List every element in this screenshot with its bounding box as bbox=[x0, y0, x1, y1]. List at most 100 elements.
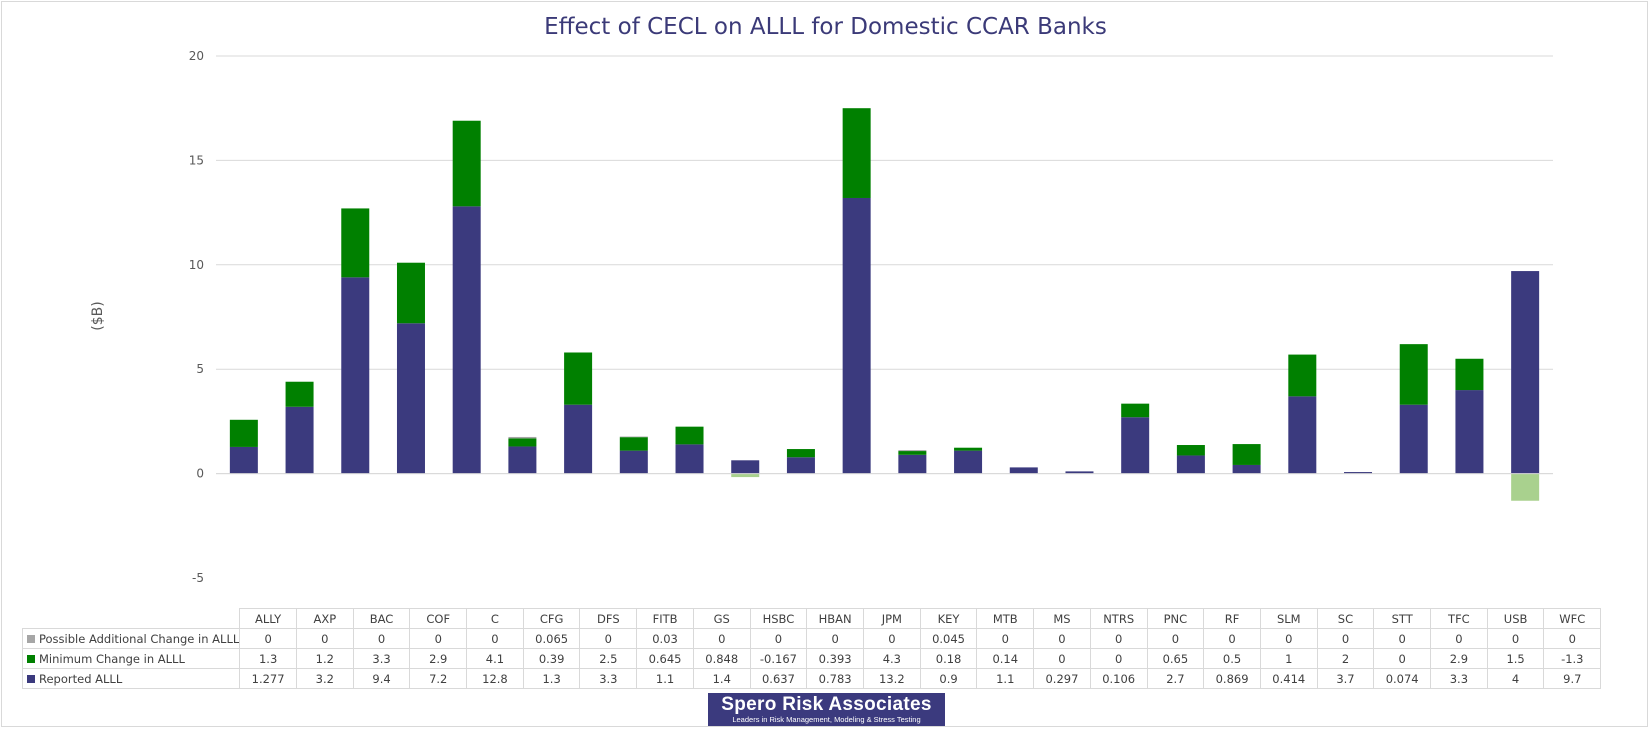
bar-reported-alll bbox=[898, 454, 927, 474]
category-label: HBAN bbox=[806, 608, 864, 629]
bar-possible-additional-change bbox=[898, 450, 927, 452]
table-cell: 2.9 bbox=[409, 648, 468, 669]
bars bbox=[216, 108, 1553, 501]
table-cell: 0.783 bbox=[806, 668, 864, 689]
bar-minimum-change bbox=[1288, 354, 1317, 397]
bar-reported-alll bbox=[1399, 404, 1428, 474]
table-cell: 0.39 bbox=[522, 648, 581, 669]
table-cell: 0 bbox=[1146, 628, 1205, 649]
bar-reported-alll bbox=[1232, 464, 1261, 474]
category-label: PNC bbox=[1146, 608, 1205, 629]
y-tick-label: 10 bbox=[189, 258, 204, 272]
bar-reported-alll bbox=[1121, 417, 1150, 474]
table-cell: 2.7 bbox=[1146, 668, 1205, 689]
table-cell: 7.2 bbox=[409, 668, 468, 689]
legend-entry: Reported ALLL bbox=[21, 668, 241, 689]
table-cell: 4.3 bbox=[863, 648, 921, 669]
table-cell: 0 bbox=[466, 628, 524, 649]
table-cell: 12.8 bbox=[466, 668, 524, 689]
table-cell: 13.2 bbox=[863, 668, 921, 689]
bar-minimum-change bbox=[285, 381, 314, 407]
table-cell: 0 bbox=[1033, 628, 1091, 649]
legend-swatch bbox=[27, 634, 35, 643]
table-cell: 0 bbox=[409, 628, 468, 649]
chart-title: Effect of CECL on ALLL for Domestic CCAR… bbox=[544, 14, 1107, 40]
y-tick-label: 15 bbox=[189, 153, 204, 167]
table-row: Possible Additional Change in ALLL 0 0 0 0 0 0… bbox=[21, 628, 1602, 649]
category-label: COF bbox=[409, 608, 468, 629]
table-cell: 0 bbox=[1373, 648, 1432, 669]
bar-reported-alll bbox=[396, 323, 425, 474]
bar-minimum-change bbox=[954, 447, 983, 451]
category-label: C bbox=[466, 608, 524, 629]
table-cell: 0 bbox=[352, 628, 411, 649]
bar-minimum-change bbox=[731, 473, 760, 478]
table-cell: 0 bbox=[692, 628, 751, 649]
category-label: GS bbox=[692, 608, 751, 629]
bar-minimum-change bbox=[619, 437, 648, 451]
table-cell: 0.065 bbox=[522, 628, 581, 649]
bar-minimum-change bbox=[1399, 344, 1428, 405]
table-cell: 0 bbox=[1089, 628, 1148, 649]
bar-reported-alll bbox=[1344, 472, 1373, 474]
legend-entry: Possible Additional Change in ALLL bbox=[21, 628, 241, 649]
table-cell: 4.1 bbox=[466, 648, 524, 669]
table-cell: 0.414 bbox=[1259, 668, 1318, 689]
table-cell: 0.074 bbox=[1373, 668, 1432, 689]
logo-tagline: Leaders in Risk Management, Modeling & S… bbox=[732, 715, 921, 724]
table-cell: 0 bbox=[1089, 648, 1148, 669]
category-label: NTRS bbox=[1089, 608, 1148, 629]
table-cell: 0.65 bbox=[1146, 648, 1205, 669]
bar-reported-alll bbox=[619, 450, 648, 474]
table-cell: 1.1 bbox=[976, 668, 1035, 689]
table-cell: 2.5 bbox=[579, 648, 638, 669]
bar-reported-alll bbox=[564, 404, 593, 474]
table-cell: 0.637 bbox=[749, 668, 808, 689]
bar-minimum-change bbox=[1121, 403, 1150, 418]
bar-minimum-change bbox=[898, 451, 927, 455]
bar-reported-alll bbox=[285, 406, 314, 474]
table-cell: 9.7 bbox=[1543, 668, 1602, 689]
table-cell: 0 bbox=[1259, 628, 1318, 649]
bar-minimum-change bbox=[1176, 445, 1205, 456]
bar-reported-alll bbox=[1511, 271, 1540, 474]
table-cell: 0 bbox=[749, 628, 808, 649]
category-label: DFS bbox=[579, 608, 638, 629]
table-cell: 0 bbox=[1316, 628, 1375, 649]
bar-reported-alll bbox=[1009, 467, 1038, 474]
bar-reported-alll bbox=[786, 457, 815, 474]
table-cell: 0.869 bbox=[1203, 668, 1261, 689]
table-cell: 0.297 bbox=[1033, 668, 1091, 689]
table-cell: 0 bbox=[1373, 628, 1432, 649]
bar-minimum-change bbox=[508, 438, 537, 447]
bar-reported-alll bbox=[452, 206, 481, 474]
table-cell: 1.277 bbox=[239, 668, 297, 689]
category-label: USB bbox=[1486, 608, 1545, 629]
bar-possible-additional-change bbox=[619, 436, 648, 438]
table-cell: 3.7 bbox=[1316, 668, 1375, 689]
category-label: ALLY bbox=[239, 608, 297, 629]
category-label: SLM bbox=[1259, 608, 1318, 629]
bar-possible-additional-change bbox=[508, 436, 537, 439]
legend-entry: Minimum Change in ALLL bbox=[21, 648, 241, 669]
table-cell: 9.4 bbox=[352, 668, 411, 689]
table-cell: 0.848 bbox=[692, 648, 751, 669]
table-cell: 0.14 bbox=[976, 648, 1035, 669]
y-tick-label: 0 bbox=[196, 467, 204, 481]
table-cell: 0 bbox=[976, 628, 1035, 649]
table-cell: 3.3 bbox=[579, 668, 638, 689]
table-cell: 1 bbox=[1259, 648, 1318, 669]
y-tick-label: 20 bbox=[189, 49, 204, 63]
category-label: JPM bbox=[863, 608, 921, 629]
bar-reported-alll bbox=[675, 444, 704, 474]
bar-minimum-change bbox=[396, 262, 425, 324]
category-label: BAC bbox=[352, 608, 411, 629]
table-cell: 4 bbox=[1486, 668, 1545, 689]
table-cell: 2.9 bbox=[1430, 648, 1488, 669]
table-cell: 0 bbox=[579, 628, 638, 649]
table-cell: 0 bbox=[295, 628, 354, 649]
table-cell: 0.045 bbox=[919, 628, 978, 649]
category-label: TFC bbox=[1430, 608, 1488, 629]
bar-reported-alll bbox=[1455, 390, 1484, 474]
table-cell: 3.3 bbox=[1430, 668, 1488, 689]
